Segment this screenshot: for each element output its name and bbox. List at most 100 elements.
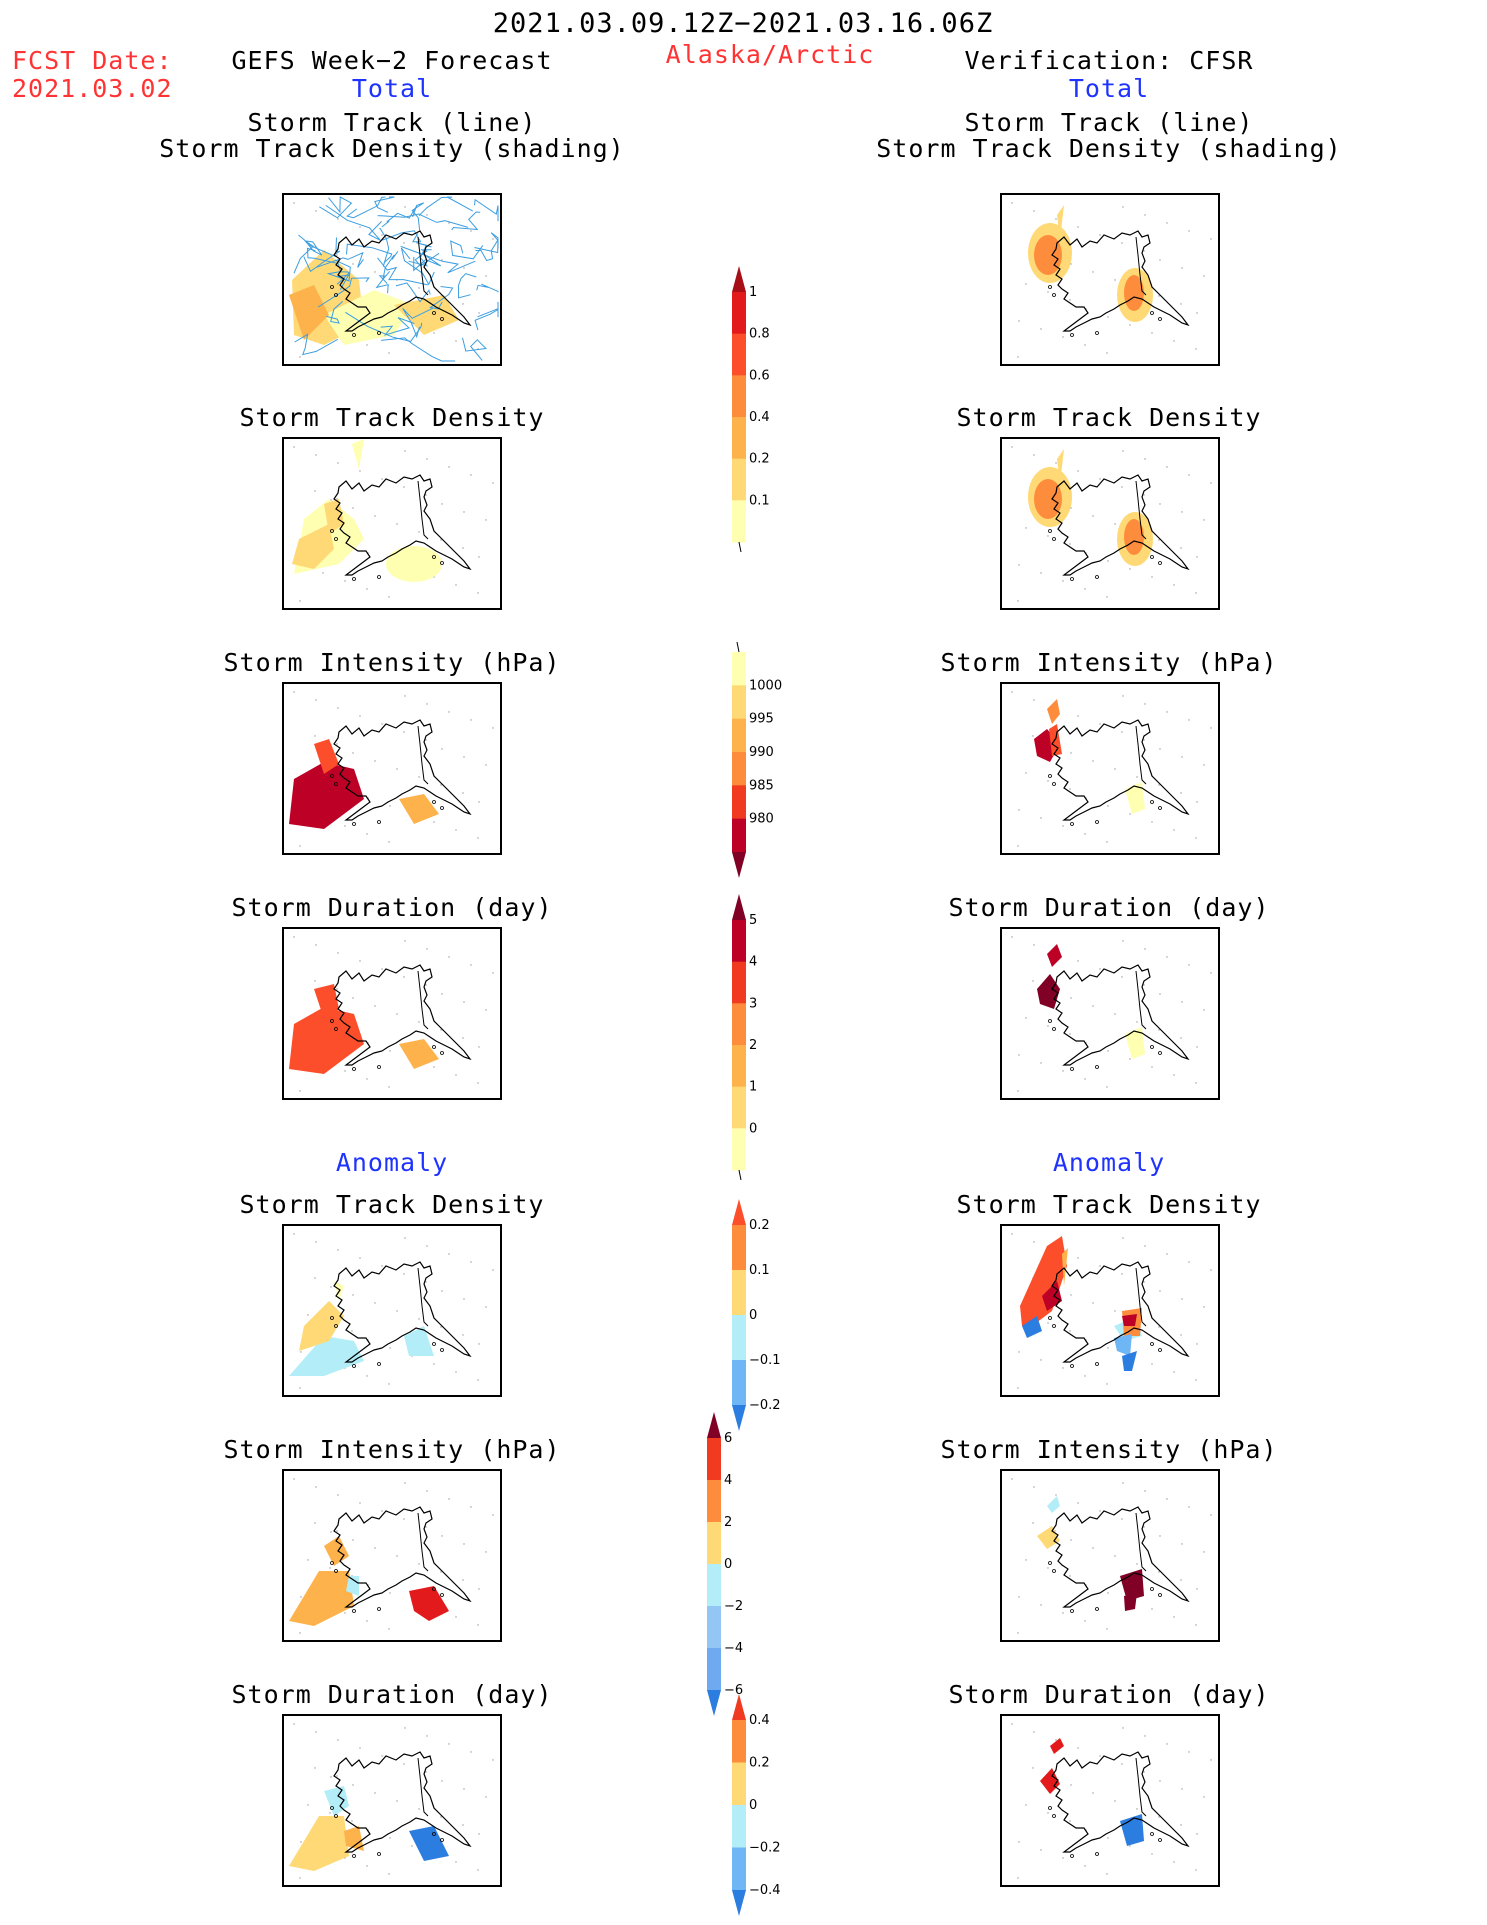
graticule-dot — [485, 275, 487, 277]
graticule-dot — [404, 940, 406, 942]
graticule-dot — [1055, 1494, 1057, 1496]
shading-area — [1124, 275, 1144, 311]
graticule-dot — [315, 210, 317, 212]
island — [1095, 331, 1099, 335]
storm-track-line — [381, 337, 456, 362]
graticule-dot — [463, 267, 465, 269]
graticule-dot — [366, 344, 368, 346]
graticule-dot — [418, 776, 420, 778]
graticule-dot — [359, 1257, 361, 1259]
coastline — [333, 964, 472, 1066]
left-track-shading-title: Storm Track Density (shading) — [159, 134, 625, 163]
island — [440, 317, 444, 321]
graticule-dot — [1122, 1237, 1124, 1239]
graticule-dot — [374, 271, 376, 273]
graticule-dot — [418, 1563, 420, 1565]
shading-area — [314, 984, 339, 1019]
graticule-dot — [404, 695, 406, 697]
graticule-dot — [1106, 352, 1108, 354]
shading-area — [1037, 1526, 1060, 1549]
graticule-dot — [388, 1383, 390, 1385]
graticule-dot — [1196, 556, 1198, 558]
graticule-dot — [1195, 1869, 1197, 1871]
graticule-dot — [426, 703, 428, 705]
graticule-dot — [1188, 230, 1190, 232]
colorbar-tick-label: 1000 — [749, 678, 782, 693]
island — [1070, 1854, 1074, 1858]
graticule-dot — [418, 1021, 420, 1023]
graticule-dot — [441, 993, 443, 995]
graticule-dot — [425, 1771, 427, 1773]
graticule-dot — [433, 1066, 435, 1068]
graticule-dot — [1099, 723, 1101, 725]
graticule-dot — [1143, 494, 1145, 496]
graticule-dot — [1055, 1739, 1057, 1741]
island — [330, 1019, 334, 1023]
island — [334, 1814, 338, 1818]
graticule-dot — [1180, 792, 1182, 794]
alaska-map — [292, 439, 494, 602]
graticule-dot — [396, 523, 398, 525]
graticule-dot — [1195, 1624, 1197, 1626]
island — [1070, 1364, 1074, 1368]
island — [1070, 333, 1074, 337]
border-line — [417, 480, 429, 540]
island — [1158, 1593, 1162, 1597]
graticule-dot — [1210, 1759, 1212, 1761]
graticule-dot — [470, 1506, 472, 1508]
graticule-dot — [403, 976, 405, 978]
graticule-dot — [477, 837, 479, 839]
colorbar-segment — [732, 752, 746, 786]
graticule-dot — [478, 1343, 480, 1345]
island — [1150, 1045, 1154, 1049]
graticule-dot — [299, 600, 301, 602]
graticule-dot — [1033, 454, 1035, 456]
map-right-intensity — [1000, 682, 1220, 855]
colorbar-anom-intensity: 6 4 2 0 −2 −4 −6 — [707, 1412, 743, 1716]
map-left-track — [282, 193, 502, 366]
graticule-dot — [404, 1482, 406, 1484]
colorbar-segment — [732, 785, 746, 820]
island — [1095, 575, 1099, 579]
map-left-density — [282, 437, 502, 610]
graticule-dot — [1106, 1383, 1108, 1385]
colorbar-tick-label: 1 — [749, 1080, 757, 1095]
island — [432, 1342, 436, 1346]
island — [432, 800, 436, 804]
graticule-dot — [1070, 997, 1072, 999]
graticule-dot — [1143, 1771, 1145, 1773]
fcst-date-value: 2021.03.02 — [12, 74, 173, 103]
graticule-dot — [352, 1294, 354, 1296]
graticule-dot — [381, 968, 383, 970]
colorbar-segment — [707, 1606, 721, 1649]
graticule-dot — [425, 739, 427, 741]
colorbar-segment — [732, 1270, 746, 1316]
graticule-dot — [1181, 1788, 1183, 1790]
graticule-dot — [1151, 332, 1153, 334]
storm-track-line — [413, 252, 442, 272]
shading-area — [292, 524, 334, 569]
graticule-dot — [1033, 1486, 1035, 1488]
graticule-dot — [403, 1273, 405, 1275]
graticule-dot — [1173, 1861, 1175, 1863]
graticule-dot — [1203, 519, 1205, 521]
island — [377, 1852, 381, 1856]
alaska-map — [289, 1233, 494, 1389]
graticule-dot — [1099, 234, 1101, 236]
graticule-dot — [1195, 1379, 1197, 1381]
graticule-dot — [1144, 1490, 1146, 1492]
alaska-map — [1011, 1233, 1212, 1389]
graticule-dot — [1017, 600, 1019, 602]
island — [432, 1587, 436, 1591]
storm-track-line — [382, 230, 422, 243]
right-density-title: Storm Track Density — [956, 403, 1262, 432]
graticule-dot — [1143, 984, 1145, 986]
colorbar-tick-label: 0 — [749, 1121, 757, 1136]
graticule-dot — [1143, 739, 1145, 741]
graticule-dot — [1084, 1375, 1086, 1377]
graticule-dot — [448, 222, 450, 224]
colorbar-tail — [738, 541, 742, 552]
left-density-title: Storm Track Density — [239, 403, 545, 432]
border-line — [417, 1757, 429, 1817]
graticule-dot — [300, 1351, 302, 1353]
